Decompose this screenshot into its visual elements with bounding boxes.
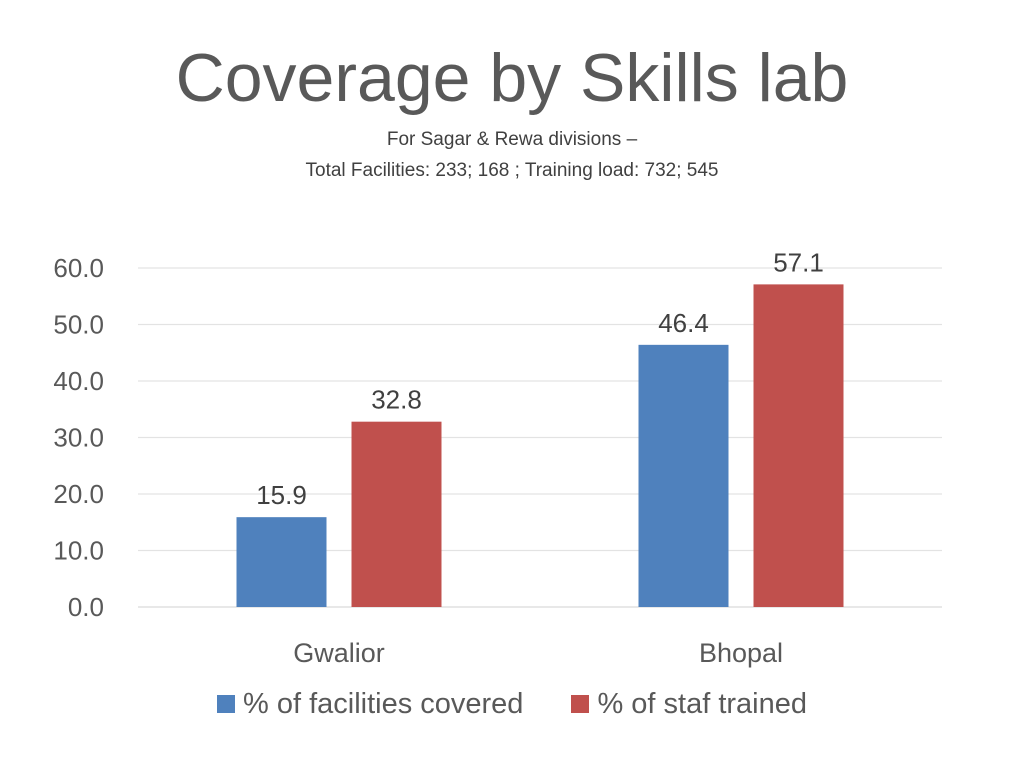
data-label: 57.1 — [773, 247, 824, 277]
legend-item-staff: % of staf trained — [571, 686, 807, 722]
y-tick-label: 40.0 — [53, 366, 104, 396]
chart-title: Coverage by Skills lab — [175, 40, 849, 116]
chart-legend: % of facilities covered % of staf traine… — [0, 686, 1024, 722]
legend-label-facilities: % of facilities covered — [242, 688, 524, 720]
legend-label-staff: % of staf trained — [597, 688, 808, 720]
bar-bhopal-series-0 — [638, 344, 729, 607]
bar-gwalior-series-1 — [351, 421, 442, 607]
y-tick-label: 20.0 — [53, 479, 104, 509]
y-tick-label: 0.0 — [68, 592, 104, 622]
chart-subtitle-line-1: For Sagar & Rewa divisions – — [386, 129, 638, 150]
y-tick-label: 50.0 — [53, 310, 104, 340]
y-tick-label: 30.0 — [53, 423, 104, 453]
bar-bhopal-series-1 — [753, 284, 844, 607]
legend-swatch-staff — [571, 695, 590, 713]
y-tick-label: 10.0 — [53, 536, 104, 566]
y-tick-label: 60.0 — [53, 253, 104, 283]
legend-swatch-facilities — [216, 695, 235, 713]
chart-subtitle-line-2: Total Facilities: 233; 168 ; Training lo… — [305, 160, 719, 181]
x-category-label: Bhopal — [699, 638, 783, 668]
bar-gwalior-series-0 — [236, 517, 327, 607]
legend-item-facilities: % of facilities covered — [216, 686, 524, 722]
data-label: 15.9 — [256, 480, 307, 510]
x-category-label: Gwalior — [293, 638, 385, 668]
data-label: 32.8 — [371, 385, 422, 415]
data-label: 46.4 — [658, 308, 709, 338]
